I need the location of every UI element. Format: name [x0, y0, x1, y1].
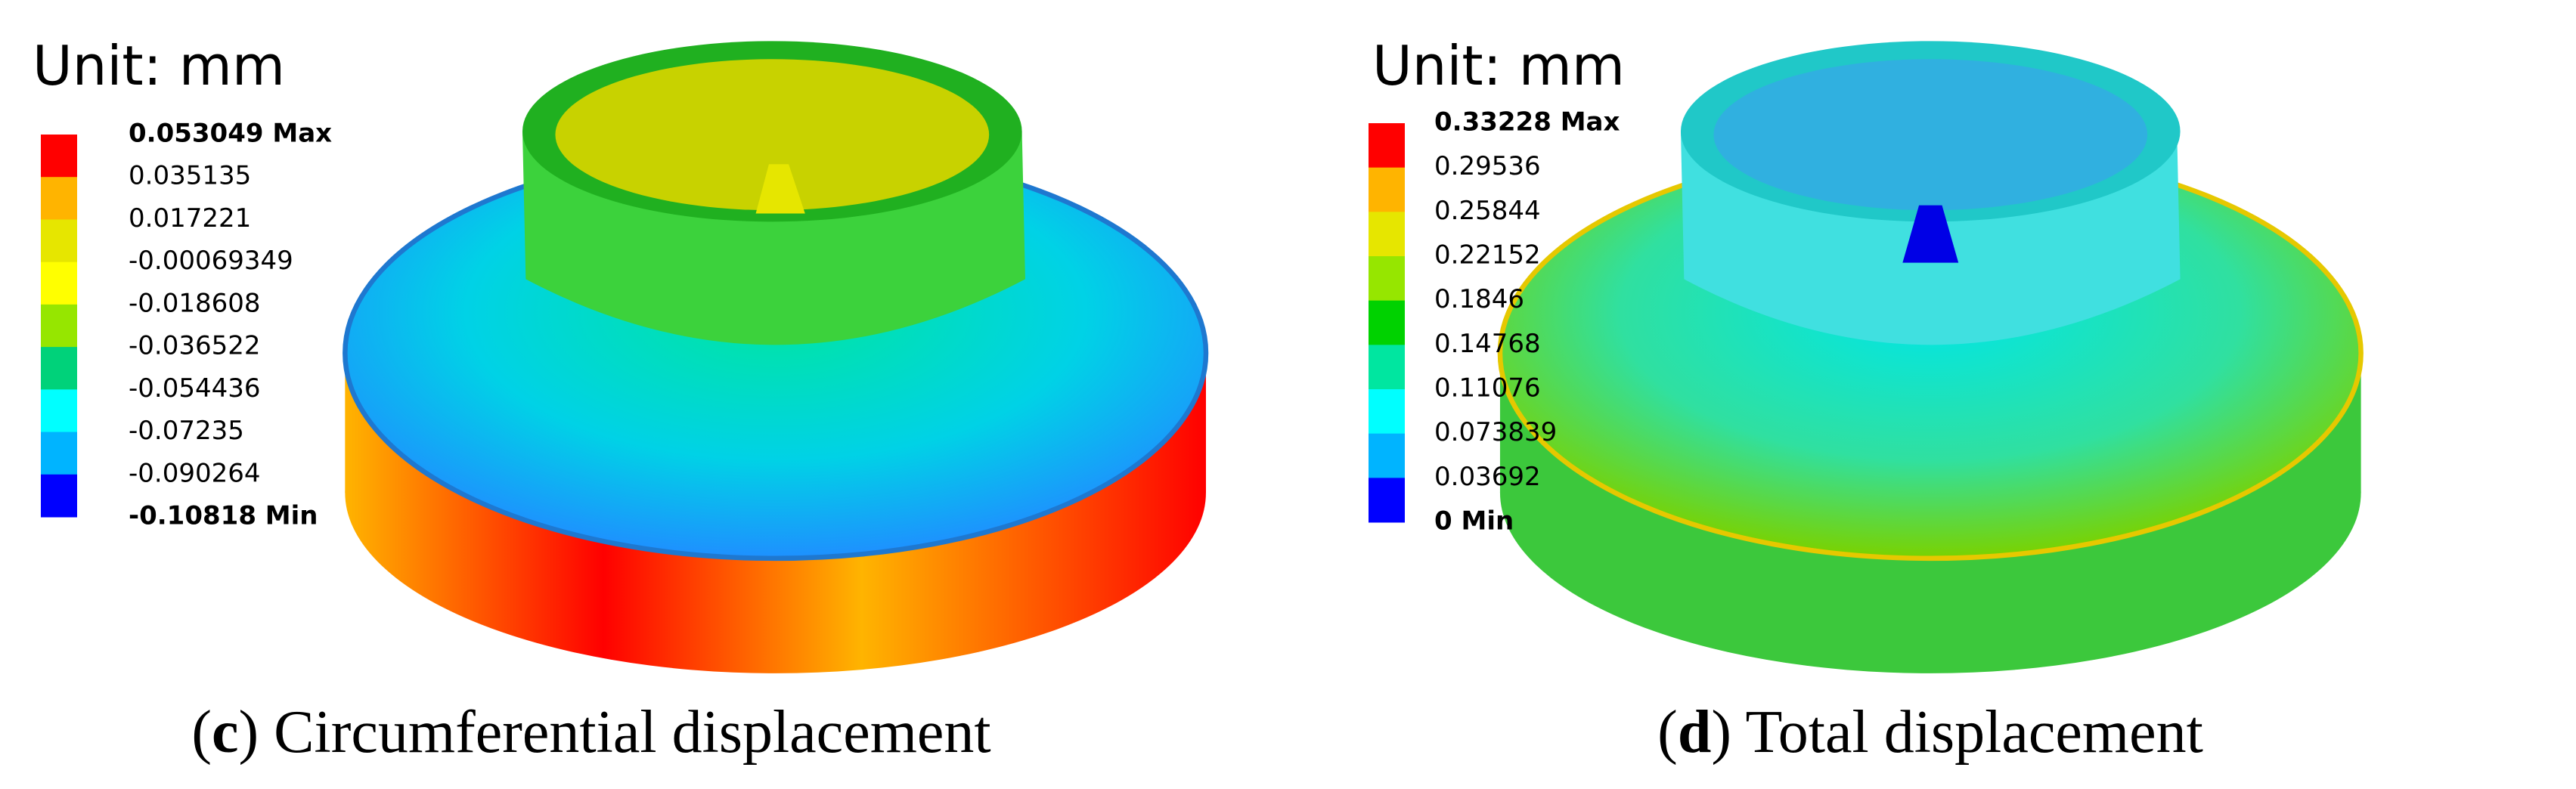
legend-label: -0.00069349	[129, 246, 293, 276]
legend-label: -0.10818 Min	[129, 501, 318, 531]
legend-label: 0.017221	[129, 203, 251, 234]
legend-label: 0.33228 Max	[1434, 107, 1620, 138]
caption-part: c	[212, 699, 239, 766]
legend-color	[1369, 167, 1405, 212]
legend-label: -0.090264	[129, 458, 261, 488]
legend-label: -0.07235	[129, 416, 244, 446]
legend-label: 0.22152	[1434, 240, 1541, 271]
legend-color	[1369, 123, 1405, 169]
legend-label: 0.1846	[1434, 284, 1524, 314]
caption-part: ) Total displacement	[1711, 699, 2203, 766]
legend-color	[41, 177, 77, 220]
legend-label: 0.11076	[1434, 373, 1541, 404]
legend-color	[41, 432, 77, 475]
legend-color	[1369, 212, 1405, 257]
legend-label: 0.035135	[129, 161, 251, 191]
legend-label: 0.03692	[1434, 462, 1541, 492]
caption-part: (	[1657, 699, 1678, 766]
legend-label: -0.036522	[129, 331, 261, 361]
legend-label: 0.25844	[1434, 196, 1541, 226]
caption-part: ) Circumferential displacement	[239, 699, 991, 766]
unit-label: Unit: mm	[1372, 34, 1625, 97]
legend-color	[1369, 433, 1405, 478]
legend-color	[41, 261, 77, 305]
legend-color	[1369, 389, 1405, 435]
unit-label: Unit: mm	[33, 34, 285, 97]
legend-color	[1369, 256, 1405, 302]
legend-color	[1369, 300, 1405, 345]
legend-color	[41, 389, 77, 433]
legend-label: 0.053049 Max	[129, 119, 332, 149]
legend-color	[41, 219, 77, 263]
legend-label: -0.018608	[129, 288, 261, 318]
legend-label: 0.29536	[1434, 151, 1541, 181]
impeller-image-d	[1497, 41, 2364, 673]
legend-color	[41, 347, 77, 390]
legend-label: 0.073839	[1434, 417, 1557, 447]
legend-label: 0.14768	[1434, 329, 1541, 359]
caption: (c) Circumferential displacement	[191, 699, 990, 766]
legend-color	[41, 135, 77, 178]
impeller-image-c	[343, 41, 1209, 673]
legend-color	[41, 474, 77, 518]
legend-color	[41, 304, 77, 348]
caption-part: d	[1678, 699, 1712, 766]
legend-label: -0.054436	[129, 373, 261, 404]
legend-color	[1369, 478, 1405, 523]
legend-color	[1369, 345, 1405, 390]
caption: (d) Total displacement	[1657, 699, 2203, 766]
caption-part: (	[191, 699, 212, 766]
legend-label: 0 Min	[1434, 506, 1514, 537]
